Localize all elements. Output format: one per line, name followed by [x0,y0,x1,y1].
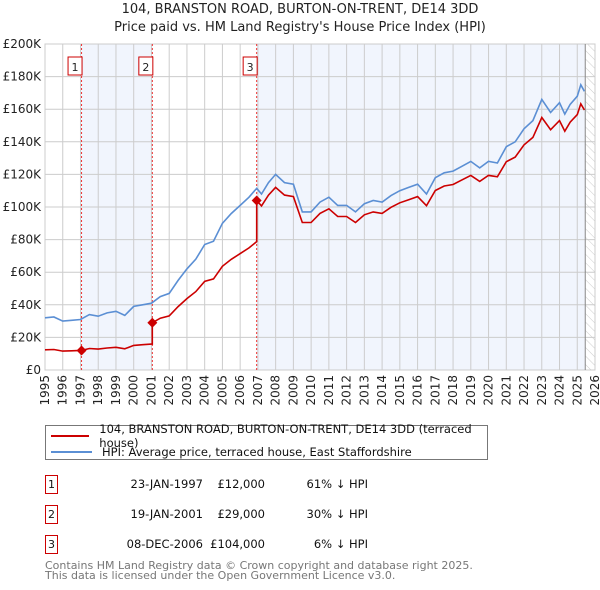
y-tick-label: £0 [26,363,41,377]
x-tick-label: 1997 [73,375,87,406]
x-tick-label: 1995 [38,375,52,406]
price-chart: 1995 1996 1997 1998 1999 2000 2001 2002 2003 2004… [3,37,600,406]
legend-item-hpi: HPI: Average price, terraced house, East… [51,445,412,459]
sale-hpi-diff: 30% ↓ HPI [306,507,368,521]
sale-marker-label: 3 [45,535,58,554]
sale-marker-label: 1 [45,475,58,494]
x-tick-label: 2017 [428,375,442,406]
legend-swatch-blue [51,451,92,453]
plot-border [44,43,596,371]
x-tick-label: 2020 [482,375,496,406]
footer-licence: This data is licensed under the Open Gov… [45,569,396,582]
x-tick-label: 1996 [56,375,70,406]
y-tick-label: £180K [3,70,43,84]
sale-price: £29,000 [217,507,265,521]
x-tick-label: 2015 [393,375,407,406]
legend-label: HPI: Average price, terraced house, East… [102,445,412,459]
y-tick-label: £100K [3,200,43,214]
y-tick-label: £20K [10,330,42,344]
y-tick-label: £120K [3,167,43,181]
chart-title: 104, BRANSTON ROAD, BURTON-ON-TRENT, DE1… [121,2,479,17]
sale-marker-label: 2 [45,505,58,524]
sale-date: 19-JAN-2001 [130,507,204,521]
sale-label-box-3 [242,56,258,76]
sale-date: 23-JAN-1997 [130,477,204,491]
legend-item-price-paid: 104, BRANSTON ROAD, BURTON-ON-TRENT, DE1… [51,422,487,450]
x-tick-label: 2001 [144,375,158,406]
x-tick-label: 2026 [588,375,600,406]
chart-subtitle: Price paid vs. HM Land Registry's House … [114,20,486,35]
x-tick-label: 2014 [375,375,389,406]
legend-label: 104, BRANSTON ROAD, BURTON-ON-TRENT, DE1… [99,422,472,450]
x-tick-label: 2023 [535,375,549,406]
y-tick-label: £200K [3,37,43,51]
sale-label-1: 1 [72,61,79,74]
x-tick-label: 2007 [251,375,265,406]
y-tick-label: £140K [3,135,43,149]
legend: 104, BRANSTON ROAD, BURTON-ON-TRENT, DE1… [45,422,488,460]
sale-point-1 [76,345,87,356]
y-tick-label: £160K [3,102,43,116]
sale-label-box-2 [138,56,154,76]
x-tick-label: 2005 [215,375,229,406]
x-tick-label: 2018 [446,375,460,406]
y-tick-label: £40K [10,298,42,312]
legend-swatch-red [51,435,90,437]
sale-label-3: 3 [247,61,254,74]
sale-date: 08-DEC-2006 [126,537,203,551]
x-tick-label: 2019 [464,375,478,406]
sale-hpi-diff: 61% ↓ HPI [306,477,368,491]
sale-label-2: 2 [142,61,149,74]
x-tick-label: 2003 [180,375,194,406]
x-tick-label: 2021 [499,375,513,406]
y-tick-label: £60K [10,265,42,279]
x-tick-label: 2011 [322,375,336,406]
x-tick-label: 1998 [91,375,105,406]
x-tick-label: 2010 [304,375,318,406]
sale-price: £104,000 [210,537,265,551]
x-tick-label: 2022 [517,375,531,406]
price-paid-line [44,101,586,352]
x-tick-label: 2002 [162,375,176,406]
x-tick-label: 2013 [357,375,371,406]
sale-point-3 [251,195,262,206]
x-tick-label: 2006 [233,375,247,406]
x-tick-label: 2016 [411,375,425,406]
y-tick-label: £80K [10,233,42,247]
x-tick-label: 2000 [127,375,141,406]
x-tick-label: 2025 [570,375,584,406]
sale-label-box-1 [67,56,83,76]
x-tick-label: 1999 [109,375,123,406]
x-tick-label: 2024 [553,375,567,406]
hpi-line [44,82,586,322]
x-tick-label: 2008 [269,375,283,406]
x-tick-label: 2004 [198,375,212,406]
x-tick-label: 2012 [340,375,354,406]
footer-copyright: Contains HM Land Registry data © Crown c… [45,559,473,572]
sale-point-2 [147,317,158,328]
sale-hpi-diff: 6% ↓ HPI [313,537,368,551]
x-tick-label: 2009 [286,375,300,406]
sale-price: £12,000 [217,477,265,491]
